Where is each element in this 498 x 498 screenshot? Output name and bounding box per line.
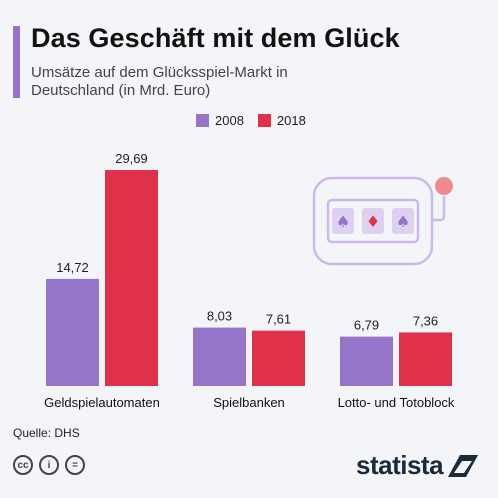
bar-2008-2	[340, 336, 393, 386]
data-label-2018-1: 7,61	[266, 312, 291, 327]
svg-text:♠: ♠	[396, 212, 410, 231]
legend-label-2008: 2008	[215, 113, 244, 128]
svg-text:♦: ♦	[366, 212, 380, 231]
bar-2008-0	[46, 278, 99, 386]
data-label-2008-2: 6,79	[354, 318, 379, 333]
data-label-2018-2: 7,36	[413, 313, 438, 328]
attribution-icon[interactable]: i	[39, 455, 59, 475]
category-label-2: Lotto- und Totoblock	[338, 395, 455, 410]
data-label-2008-0: 14,72	[56, 260, 89, 275]
license-icons: cc i =	[13, 455, 85, 475]
category-label-0: Geldspielautomaten	[44, 395, 160, 410]
svg-text:♠: ♠	[336, 212, 350, 231]
slot-machine-icon: ♠ ♦ ♠	[312, 176, 453, 266]
legend: 2008 2018	[196, 113, 306, 128]
data-label-2008-1: 8,03	[207, 309, 232, 324]
source-note: Quelle: DHS	[13, 426, 80, 440]
bar-2008-1	[193, 327, 246, 386]
bar-2018-1	[252, 330, 305, 386]
legend-label-2018: 2018	[276, 113, 306, 128]
statista-logo-icon	[448, 454, 479, 477]
chart-title: Das Geschäft mit dem Glück	[31, 23, 400, 53]
category-label-1: Spielbanken	[213, 395, 285, 410]
legend-item-2018: 2018	[257, 113, 306, 128]
title-accent-bar	[13, 26, 20, 98]
data-label-2018-0: 29,69	[115, 151, 148, 166]
creative-commons-icon[interactable]: cc	[13, 455, 33, 475]
bar-2018-2	[399, 332, 452, 386]
legend-swatch-2008	[196, 114, 209, 127]
legend-item-2008: 2008	[196, 113, 244, 128]
brand-name: statista	[356, 450, 444, 480]
no-derivatives-icon[interactable]: =	[65, 455, 85, 475]
chart-subtitle: Umsätze auf dem Glücksspiel-Markt in Deu…	[31, 64, 288, 99]
bar-chart: 14,72 29,69 Geldspielautomaten 8,03 7,61 Spie…	[44, 151, 455, 410]
bar-2018-0	[105, 170, 158, 386]
statista-brand[interactable]: statista	[356, 450, 479, 481]
legend-swatch-2018	[257, 114, 271, 127]
